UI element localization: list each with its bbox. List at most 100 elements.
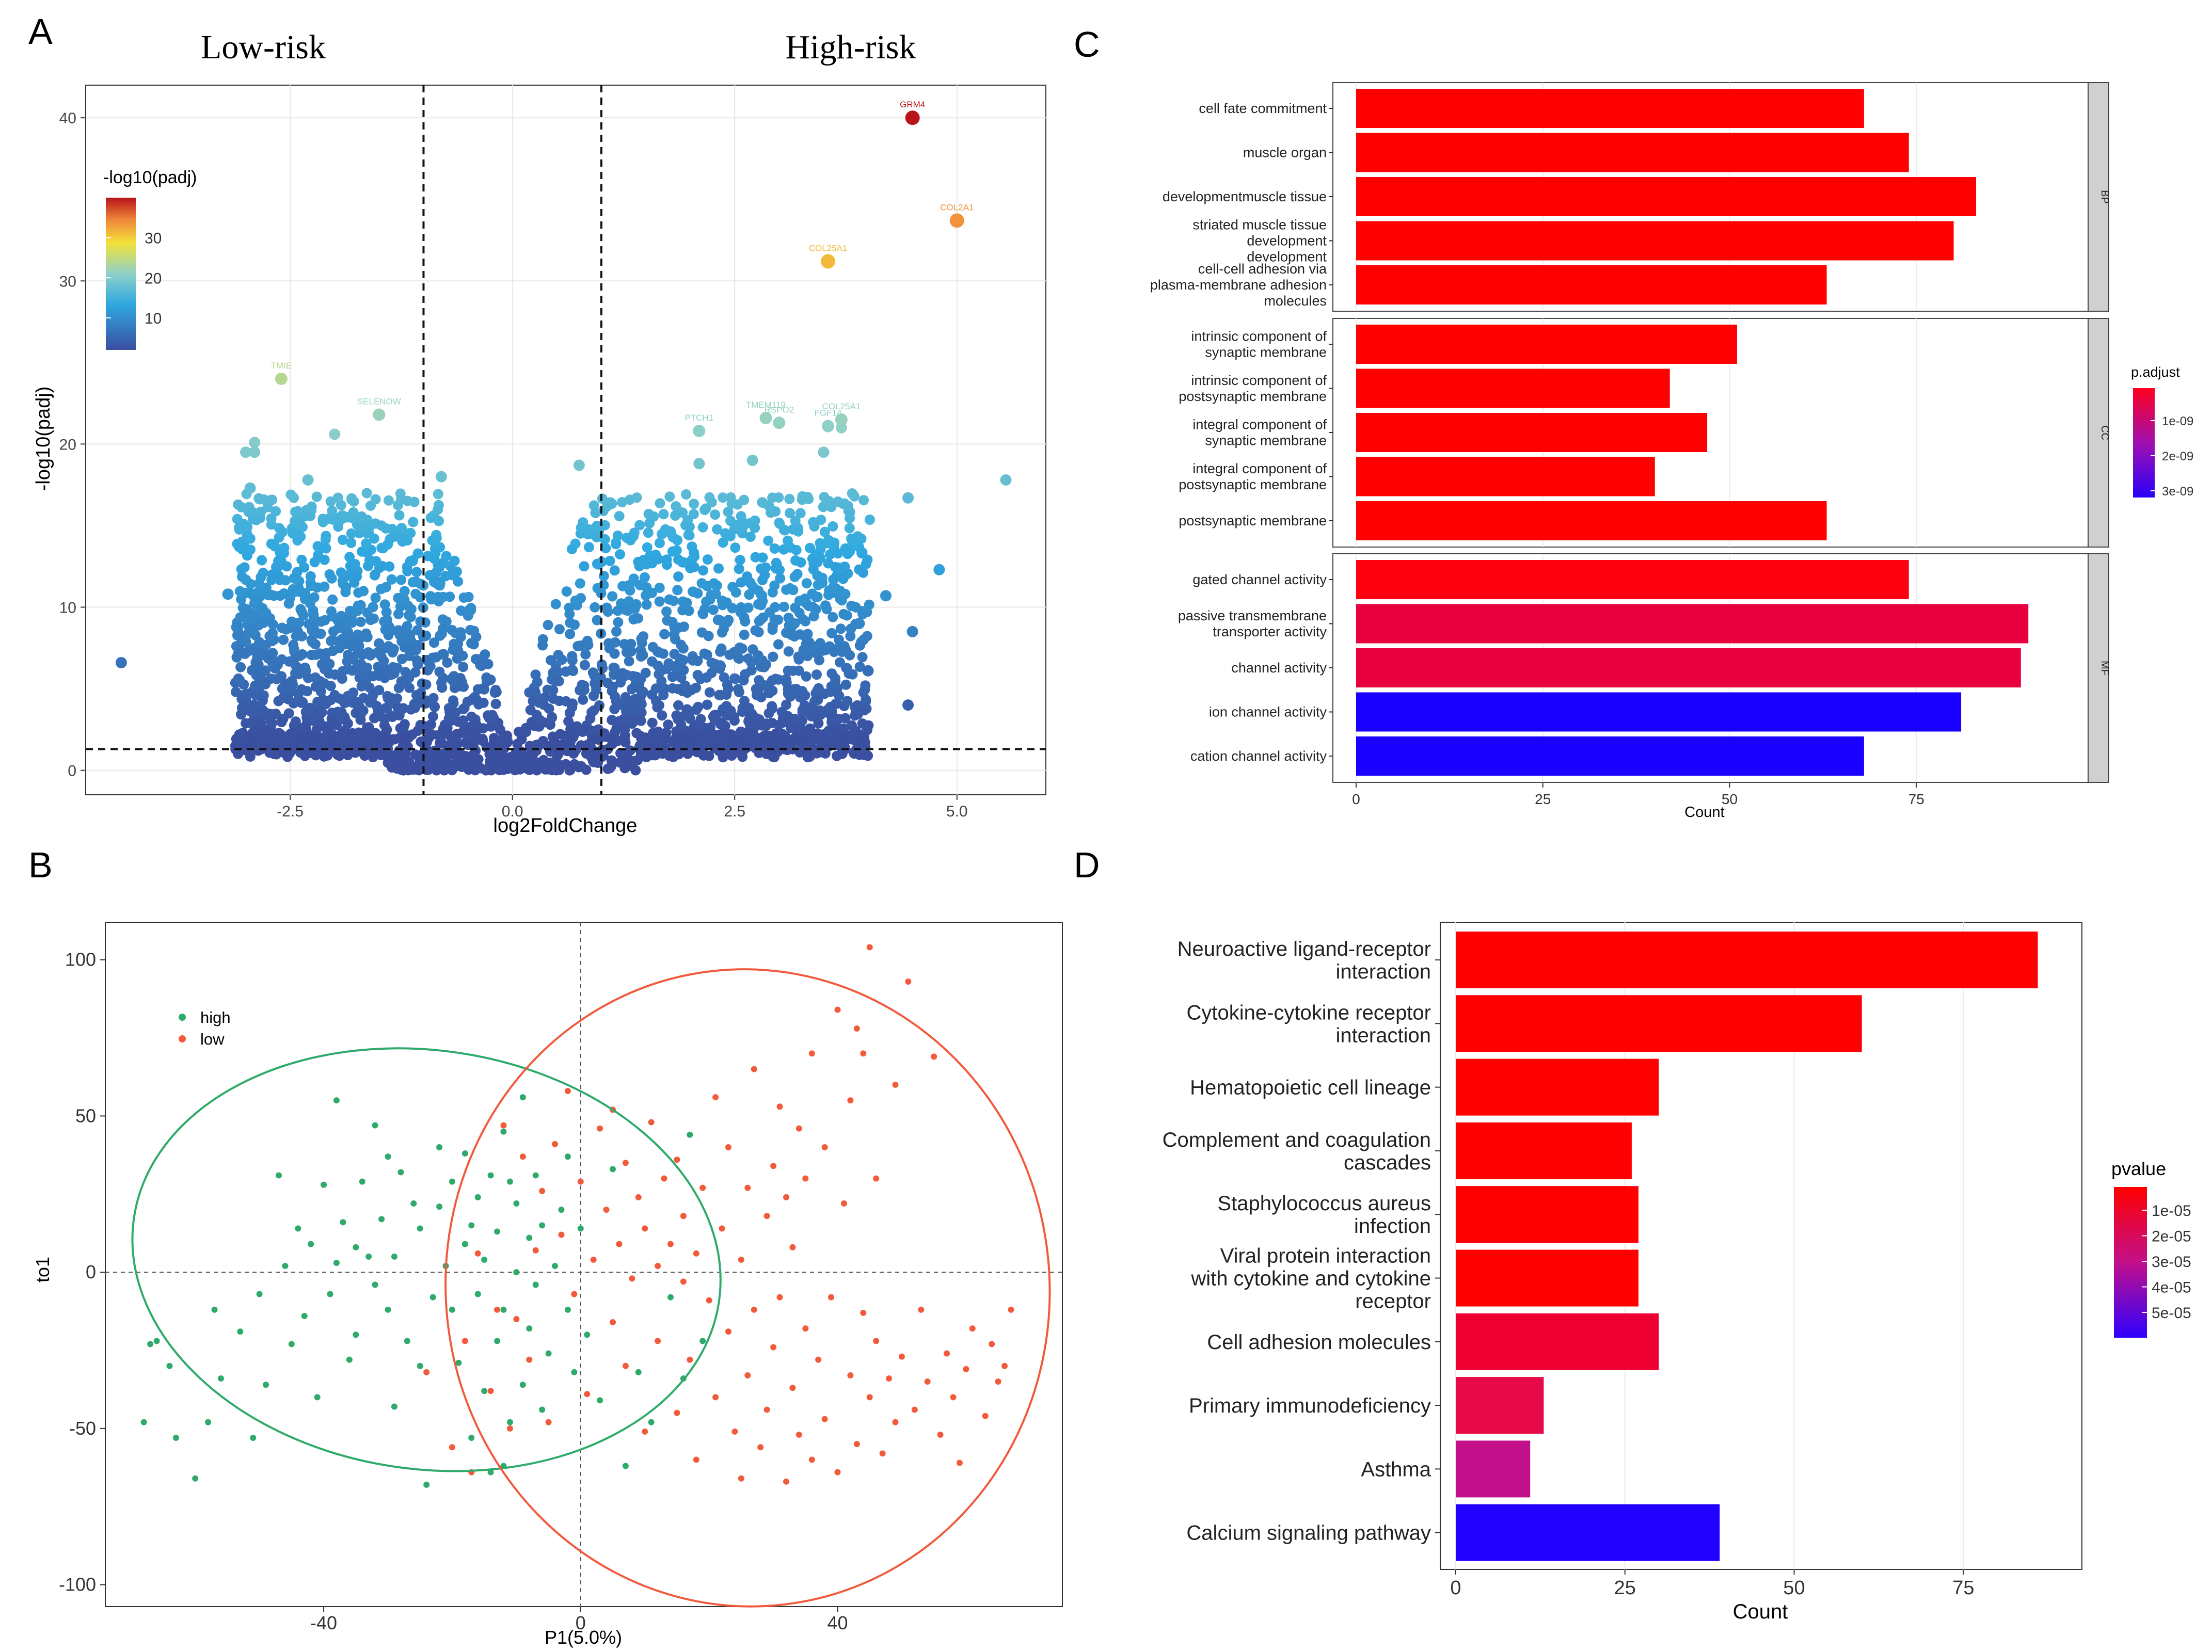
sample-point-low	[847, 1097, 854, 1104]
gene-point	[465, 764, 475, 775]
gene-point	[255, 667, 266, 678]
gene-point	[475, 660, 486, 670]
kegg-bar	[1456, 1249, 1638, 1307]
labeled-gene-point	[905, 110, 920, 125]
gene-point	[727, 582, 738, 592]
sample-point-low	[995, 1378, 1001, 1385]
sample-point-low	[519, 1153, 526, 1160]
gene-point	[807, 743, 818, 753]
go-bar	[1356, 133, 1909, 172]
gene-point	[352, 746, 363, 757]
gene-point	[458, 662, 469, 672]
sample-point-high	[481, 1256, 488, 1263]
sample-point-low	[738, 1256, 744, 1263]
gene-point	[340, 616, 351, 627]
gene-point	[688, 509, 699, 520]
gene-point	[631, 492, 642, 503]
gene-point	[637, 739, 648, 749]
gene-point	[426, 719, 436, 730]
gene-point	[620, 604, 631, 615]
gene-point	[337, 739, 347, 749]
gene-point	[808, 517, 819, 527]
gene-point	[478, 723, 489, 734]
gene-point	[440, 749, 451, 760]
gene-point	[304, 596, 315, 606]
gene-point	[813, 734, 823, 745]
sample-point-low	[725, 1328, 731, 1335]
gene-point	[245, 579, 256, 589]
gene-point	[297, 649, 308, 660]
gene-point	[292, 506, 303, 517]
legend-tick-label: 30	[145, 230, 162, 247]
sample-point-high	[564, 1153, 571, 1160]
gene-point	[723, 615, 734, 625]
gene-point	[609, 648, 620, 659]
gene-point	[745, 532, 756, 542]
gene-point	[368, 602, 378, 613]
go-bar	[1356, 604, 2029, 644]
sample-point-low	[655, 1263, 661, 1270]
gene-point	[448, 698, 459, 709]
gene-point	[358, 705, 369, 716]
y-tick-label: 40	[59, 110, 76, 127]
sample-point-low	[860, 1309, 867, 1316]
gene-point	[590, 602, 600, 613]
gene-point	[851, 732, 862, 743]
gene-point	[421, 630, 432, 641]
gene-point	[424, 758, 435, 768]
confidence-ellipse-high	[131, 1047, 722, 1472]
gene-point	[257, 555, 267, 566]
gene-point	[258, 617, 269, 628]
gene-point	[585, 741, 596, 752]
gene-point	[773, 674, 784, 685]
volcano-plot-area	[85, 85, 1046, 795]
gene-point	[704, 687, 715, 698]
sample-point-low	[693, 1250, 699, 1257]
gene-point	[653, 554, 664, 565]
sample-point-high	[385, 1306, 391, 1313]
gene-point	[279, 542, 290, 553]
gene-point	[550, 676, 561, 686]
gene-point	[534, 697, 544, 708]
legend-tick-label: 3e-09	[2162, 485, 2193, 499]
gene-point	[617, 497, 627, 508]
kegg-pathway-label: Staphylococcus aureus	[1217, 1192, 1431, 1215]
gene-point	[810, 712, 821, 723]
gene-point	[614, 511, 625, 522]
gene-point	[622, 703, 632, 714]
gene-point	[634, 520, 645, 531]
gene-point	[829, 647, 839, 657]
gene-point	[613, 617, 624, 628]
gene-point	[300, 723, 311, 733]
gene-point	[647, 717, 658, 728]
sample-point-high	[449, 1306, 455, 1313]
sample-point-low	[558, 1231, 565, 1238]
kegg-bar	[1456, 1058, 1659, 1116]
gene-point	[565, 617, 576, 628]
gene-point	[906, 625, 918, 637]
gene-point	[264, 631, 275, 641]
legend-tick-label: 20	[145, 270, 162, 287]
go-bar	[1356, 501, 1827, 540]
gene-point	[744, 703, 755, 713]
gene-point	[378, 543, 388, 554]
gene-point	[251, 596, 262, 607]
gene-point	[388, 662, 399, 672]
gene-point	[372, 647, 383, 658]
sample-point-high	[282, 1263, 289, 1270]
gene-point	[490, 699, 501, 709]
gene-point	[312, 541, 323, 552]
sample-point-high	[494, 1338, 501, 1344]
gene-point	[340, 639, 351, 650]
gene-point	[805, 735, 816, 746]
volcano-plot: GRM4 COL2A1 COL25A1 TMIE SELENOW PTCH1 TMEM119…	[33, 28, 1046, 837]
gene-point	[602, 678, 613, 688]
sample-point-low	[802, 1175, 809, 1182]
gene-point	[336, 707, 347, 717]
gene-point	[337, 673, 347, 684]
group-label-high-risk: High-risk	[786, 28, 916, 66]
sample-point-high	[474, 1194, 481, 1200]
gene-point	[557, 739, 568, 750]
gene-point	[864, 515, 875, 525]
kegg-enrichment-bar-chart: Neuroactive ligand-receptorinteractionCy…	[1163, 922, 2191, 1623]
